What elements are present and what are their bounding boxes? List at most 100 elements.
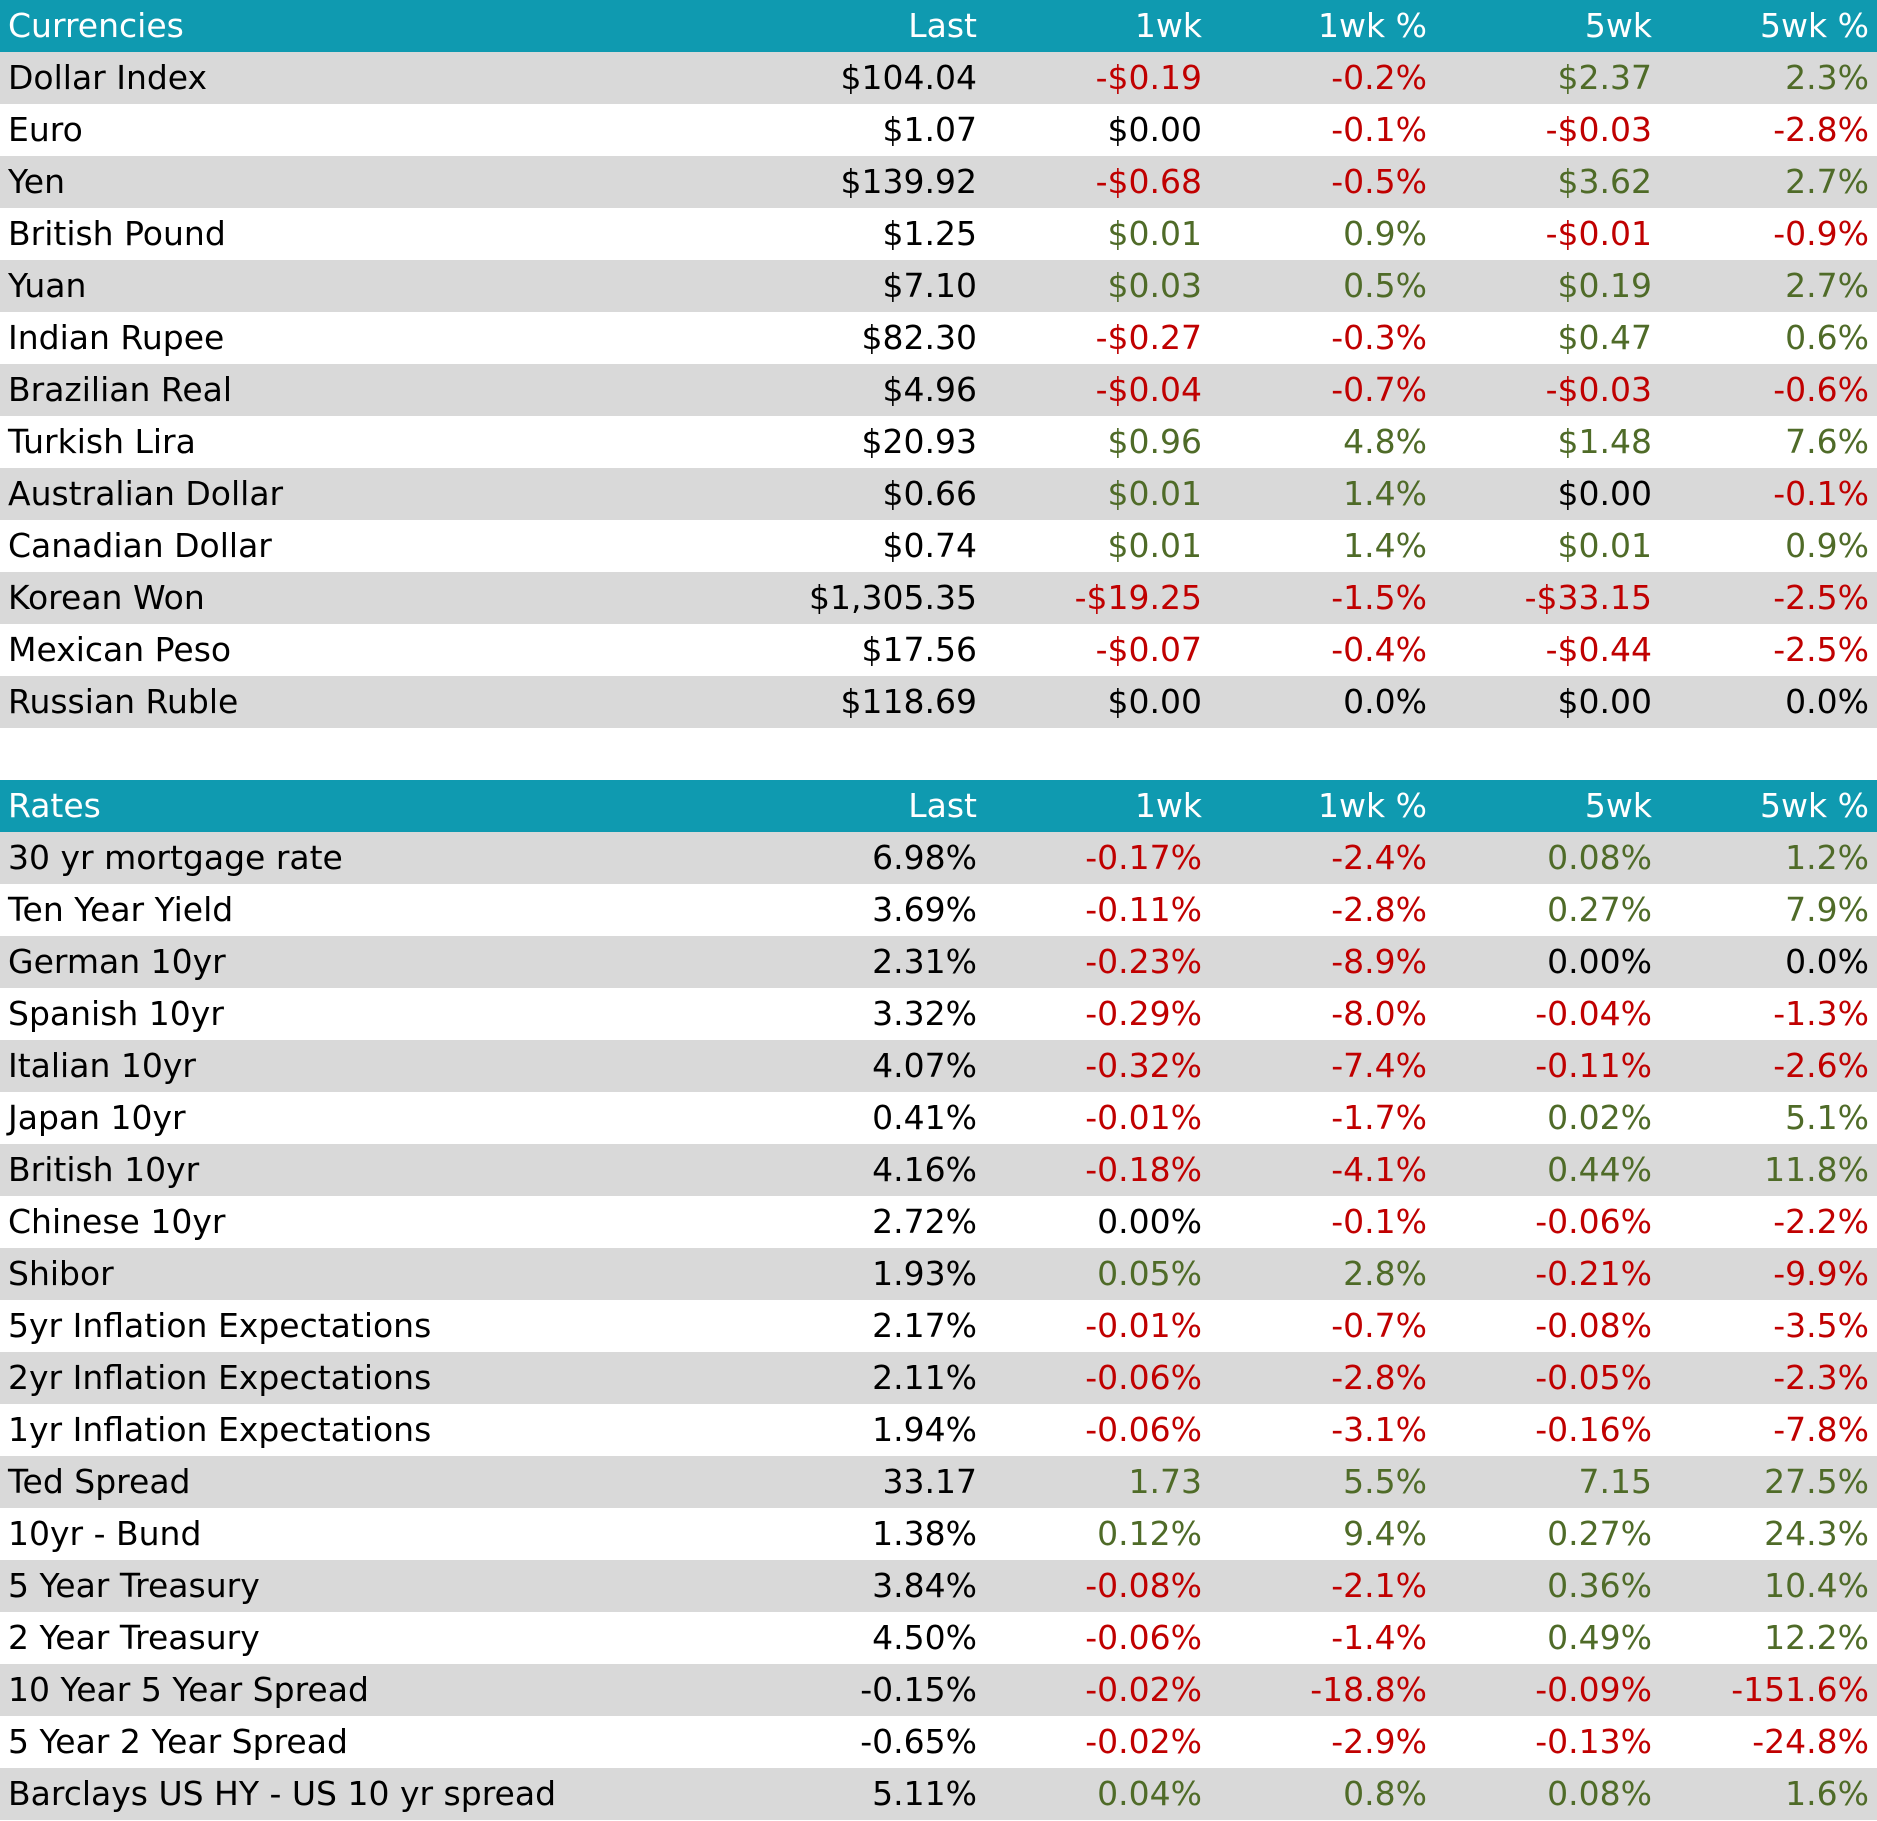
- change-1wk: -0.01%: [985, 1092, 1210, 1144]
- change-5wk-pct: -7.8%: [1660, 1404, 1877, 1456]
- change-1wk: -0.06%: [985, 1612, 1210, 1664]
- change-1wk-pct: -0.7%: [1210, 1300, 1435, 1352]
- change-1wk-pct: -0.3%: [1210, 312, 1435, 364]
- table-row: Mexican Peso $17.56 -$0.07 -0.4% -$0.44 -2.5%: [0, 624, 1877, 676]
- currencies-header-row: Currencies Last 1wk 1wk % 5wk 5wk %: [0, 0, 1877, 52]
- change-1wk: 0.05%: [985, 1248, 1210, 1300]
- change-1wk: 0.00%: [985, 1196, 1210, 1248]
- last-value: $17.56: [760, 624, 985, 676]
- table-row: 2 Year Treasury 4.50% -0.06% -1.4% 0.49% 12.2…: [0, 1612, 1877, 1664]
- change-5wk-pct: 12.2%: [1660, 1612, 1877, 1664]
- change-5wk: $0.00: [1435, 676, 1660, 728]
- change-1wk: -$0.27: [985, 312, 1210, 364]
- change-5wk-pct: -2.3%: [1660, 1352, 1877, 1404]
- change-5wk-pct: 7.9%: [1660, 884, 1877, 936]
- change-5wk-pct: 27.5%: [1660, 1456, 1877, 1508]
- change-1wk-pct: -1.7%: [1210, 1092, 1435, 1144]
- last-value: 4.16%: [760, 1144, 985, 1196]
- row-label: Turkish Lira: [0, 416, 760, 468]
- row-label: Korean Won: [0, 572, 760, 624]
- last-value: 2.17%: [760, 1300, 985, 1352]
- header-cell: 1wk: [985, 0, 1210, 52]
- table-row: Dollar Index $104.04 -$0.19 -0.2% $2.37 2.3%: [0, 52, 1877, 104]
- change-5wk-pct: -2.6%: [1660, 1040, 1877, 1092]
- change-1wk: -$0.68: [985, 156, 1210, 208]
- change-5wk-pct: -9.9%: [1660, 1248, 1877, 1300]
- change-5wk-pct: -2.5%: [1660, 624, 1877, 676]
- change-5wk: $0.19: [1435, 260, 1660, 312]
- change-5wk-pct: 1.2%: [1660, 832, 1877, 884]
- row-label: Barclays US HY - US 10 yr spread: [0, 1768, 760, 1820]
- table-row: Euro $1.07 $0.00 -0.1% -$0.03 -2.8%: [0, 104, 1877, 156]
- change-5wk: -0.06%: [1435, 1196, 1660, 1248]
- last-value: 1.93%: [760, 1248, 985, 1300]
- change-5wk: -0.13%: [1435, 1716, 1660, 1768]
- last-value: $139.92: [760, 156, 985, 208]
- change-5wk-pct: -1.3%: [1660, 988, 1877, 1040]
- header-cell: 5wk: [1435, 0, 1660, 52]
- header-cell: 5wk %: [1660, 0, 1877, 52]
- table-row: 1yr Inflation Expectations 1.94% -0.06% -3.…: [0, 1404, 1877, 1456]
- row-label: Mexican Peso: [0, 624, 760, 676]
- last-value: 4.07%: [760, 1040, 985, 1092]
- change-5wk: -0.08%: [1435, 1300, 1660, 1352]
- change-5wk-pct: -0.6%: [1660, 364, 1877, 416]
- change-5wk: -0.21%: [1435, 1248, 1660, 1300]
- change-5wk-pct: 2.7%: [1660, 260, 1877, 312]
- change-5wk: -0.16%: [1435, 1404, 1660, 1456]
- last-value: $1.07: [760, 104, 985, 156]
- change-1wk-pct: -1.5%: [1210, 572, 1435, 624]
- change-1wk-pct: 0.0%: [1210, 676, 1435, 728]
- row-label: 1yr Inflation Expectations: [0, 1404, 760, 1456]
- table-row: 5yr Inflation Expectations 2.17% -0.01% -0.…: [0, 1300, 1877, 1352]
- change-1wk: 0.12%: [985, 1508, 1210, 1560]
- change-1wk-pct: -1.4%: [1210, 1612, 1435, 1664]
- change-1wk: 0.04%: [985, 1768, 1210, 1820]
- change-5wk: $3.62: [1435, 156, 1660, 208]
- change-1wk-pct: -18.8%: [1210, 1664, 1435, 1716]
- change-1wk: -0.32%: [985, 1040, 1210, 1092]
- change-5wk-pct: -0.1%: [1660, 468, 1877, 520]
- change-5wk: -$0.03: [1435, 364, 1660, 416]
- header-cell: 5wk %: [1660, 780, 1877, 832]
- change-5wk: $0.01: [1435, 520, 1660, 572]
- change-5wk: 7.15: [1435, 1456, 1660, 1508]
- row-label: 5 Year Treasury: [0, 1560, 760, 1612]
- last-value: $20.93: [760, 416, 985, 468]
- table-row: Korean Won $1,305.35 -$19.25 -1.5% -$33.15 -2…: [0, 572, 1877, 624]
- rates-body: 30 yr mortgage rate 6.98% -0.17% -2.4% 0.08%…: [0, 832, 1877, 1820]
- change-1wk: -$0.07: [985, 624, 1210, 676]
- change-1wk: $0.01: [985, 468, 1210, 520]
- change-1wk-pct: -2.1%: [1210, 1560, 1435, 1612]
- change-5wk: 0.02%: [1435, 1092, 1660, 1144]
- last-value: $7.10: [760, 260, 985, 312]
- change-1wk-pct: 1.4%: [1210, 520, 1435, 572]
- change-1wk: -$0.04: [985, 364, 1210, 416]
- table-row: 10 Year 5 Year Spread -0.15% -0.02% -18.8% -…: [0, 1664, 1877, 1716]
- rates-header-row: Rates Last 1wk 1wk % 5wk 5wk %: [0, 780, 1877, 832]
- table-row: Turkish Lira $20.93 $0.96 4.8% $1.48 7.6%: [0, 416, 1877, 468]
- row-label: Russian Ruble: [0, 676, 760, 728]
- change-1wk: $0.96: [985, 416, 1210, 468]
- row-label: Shibor: [0, 1248, 760, 1300]
- last-value: -0.65%: [760, 1716, 985, 1768]
- change-1wk-pct: -8.0%: [1210, 988, 1435, 1040]
- last-value: 1.94%: [760, 1404, 985, 1456]
- last-value: 3.69%: [760, 884, 985, 936]
- change-1wk: $0.00: [985, 676, 1210, 728]
- change-1wk-pct: 0.9%: [1210, 208, 1435, 260]
- table-row: Yuan $7.10 $0.03 0.5% $0.19 2.7%: [0, 260, 1877, 312]
- change-1wk-pct: 1.4%: [1210, 468, 1435, 520]
- change-5wk: 0.00%: [1435, 936, 1660, 988]
- row-label: Italian 10yr: [0, 1040, 760, 1092]
- change-1wk-pct: -0.4%: [1210, 624, 1435, 676]
- change-5wk-pct: 10.4%: [1660, 1560, 1877, 1612]
- currencies-table: Currencies Last 1wk 1wk % 5wk 5wk % Doll…: [0, 0, 1877, 728]
- row-label: Brazilian Real: [0, 364, 760, 416]
- change-5wk: -0.11%: [1435, 1040, 1660, 1092]
- last-value: 5.11%: [760, 1768, 985, 1820]
- table-row: British 10yr 4.16% -0.18% -4.1% 0.44% 11.8%: [0, 1144, 1877, 1196]
- change-1wk-pct: -2.8%: [1210, 884, 1435, 936]
- change-1wk-pct: -4.1%: [1210, 1144, 1435, 1196]
